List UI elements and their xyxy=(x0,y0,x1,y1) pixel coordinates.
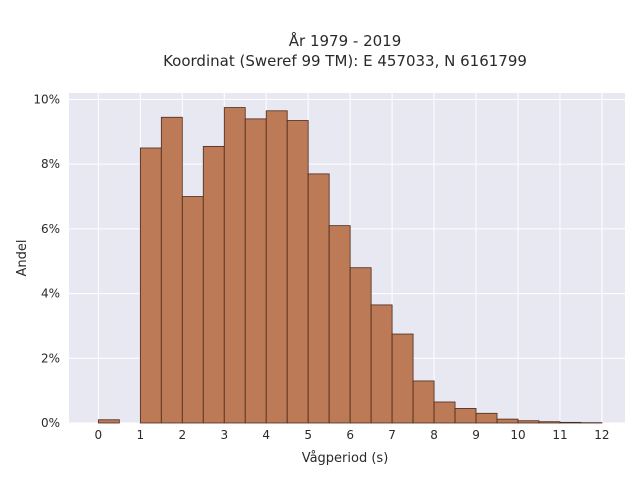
x-tick-label: 5 xyxy=(304,428,312,442)
histogram-bar xyxy=(370,304,393,424)
histogram-bar xyxy=(475,412,498,424)
y-axis-ticks: 0% 2% 4% 6% 8% 10% xyxy=(33,92,60,430)
histogram-bar xyxy=(412,380,435,424)
histogram-bar xyxy=(223,107,246,424)
x-tick-label: 8 xyxy=(430,428,438,442)
x-axis-ticks: 0 1 2 3 4 5 6 7 8 9 10 11 12 xyxy=(95,428,610,442)
histogram-bar xyxy=(454,408,477,424)
bars xyxy=(97,107,603,424)
histogram-bar xyxy=(517,420,540,424)
histogram-bar xyxy=(160,116,183,424)
histogram-bar xyxy=(139,147,162,424)
histogram-bar xyxy=(181,196,204,424)
x-tick-label: 6 xyxy=(346,428,354,442)
histogram-bar xyxy=(265,110,288,424)
histogram-bar xyxy=(433,401,456,424)
histogram-bar xyxy=(307,173,330,424)
y-tick-label: 10% xyxy=(33,92,60,106)
x-tick-label: 2 xyxy=(178,428,186,442)
histogram-bar xyxy=(496,418,519,424)
histogram-bar xyxy=(559,421,582,424)
x-axis-label: Vågperiod (s) xyxy=(302,451,389,466)
x-tick-label: 12 xyxy=(594,428,609,442)
x-tick-label: 3 xyxy=(220,428,228,442)
x-tick-label: 10 xyxy=(510,428,525,442)
histogram-bar xyxy=(328,225,351,424)
x-tick-label: 9 xyxy=(472,428,480,442)
x-tick-label: 1 xyxy=(137,428,145,442)
histogram-bar xyxy=(286,120,309,424)
histogram-bar xyxy=(244,118,267,424)
y-tick-label: 0% xyxy=(41,416,60,430)
x-tick-label: 4 xyxy=(262,428,270,442)
y-tick-label: 4% xyxy=(41,287,60,301)
x-tick-label: 0 xyxy=(95,428,103,442)
histogram-bar xyxy=(202,145,225,424)
y-tick-label: 2% xyxy=(41,351,60,365)
x-tick-label: 7 xyxy=(388,428,396,442)
chart-subtitle: Koordinat (Sweref 99 TM): E 457033, N 61… xyxy=(163,52,527,70)
chart-title: År 1979 - 2019 xyxy=(289,31,402,50)
y-tick-label: 6% xyxy=(41,222,60,236)
histogram-bar xyxy=(538,421,561,424)
histogram-bar xyxy=(97,419,120,424)
x-tick-label: 11 xyxy=(552,428,567,442)
y-axis-label: Andel xyxy=(15,240,30,277)
histogram-bar xyxy=(349,267,372,424)
histogram-bar xyxy=(391,333,414,424)
y-tick-label: 8% xyxy=(41,157,60,171)
